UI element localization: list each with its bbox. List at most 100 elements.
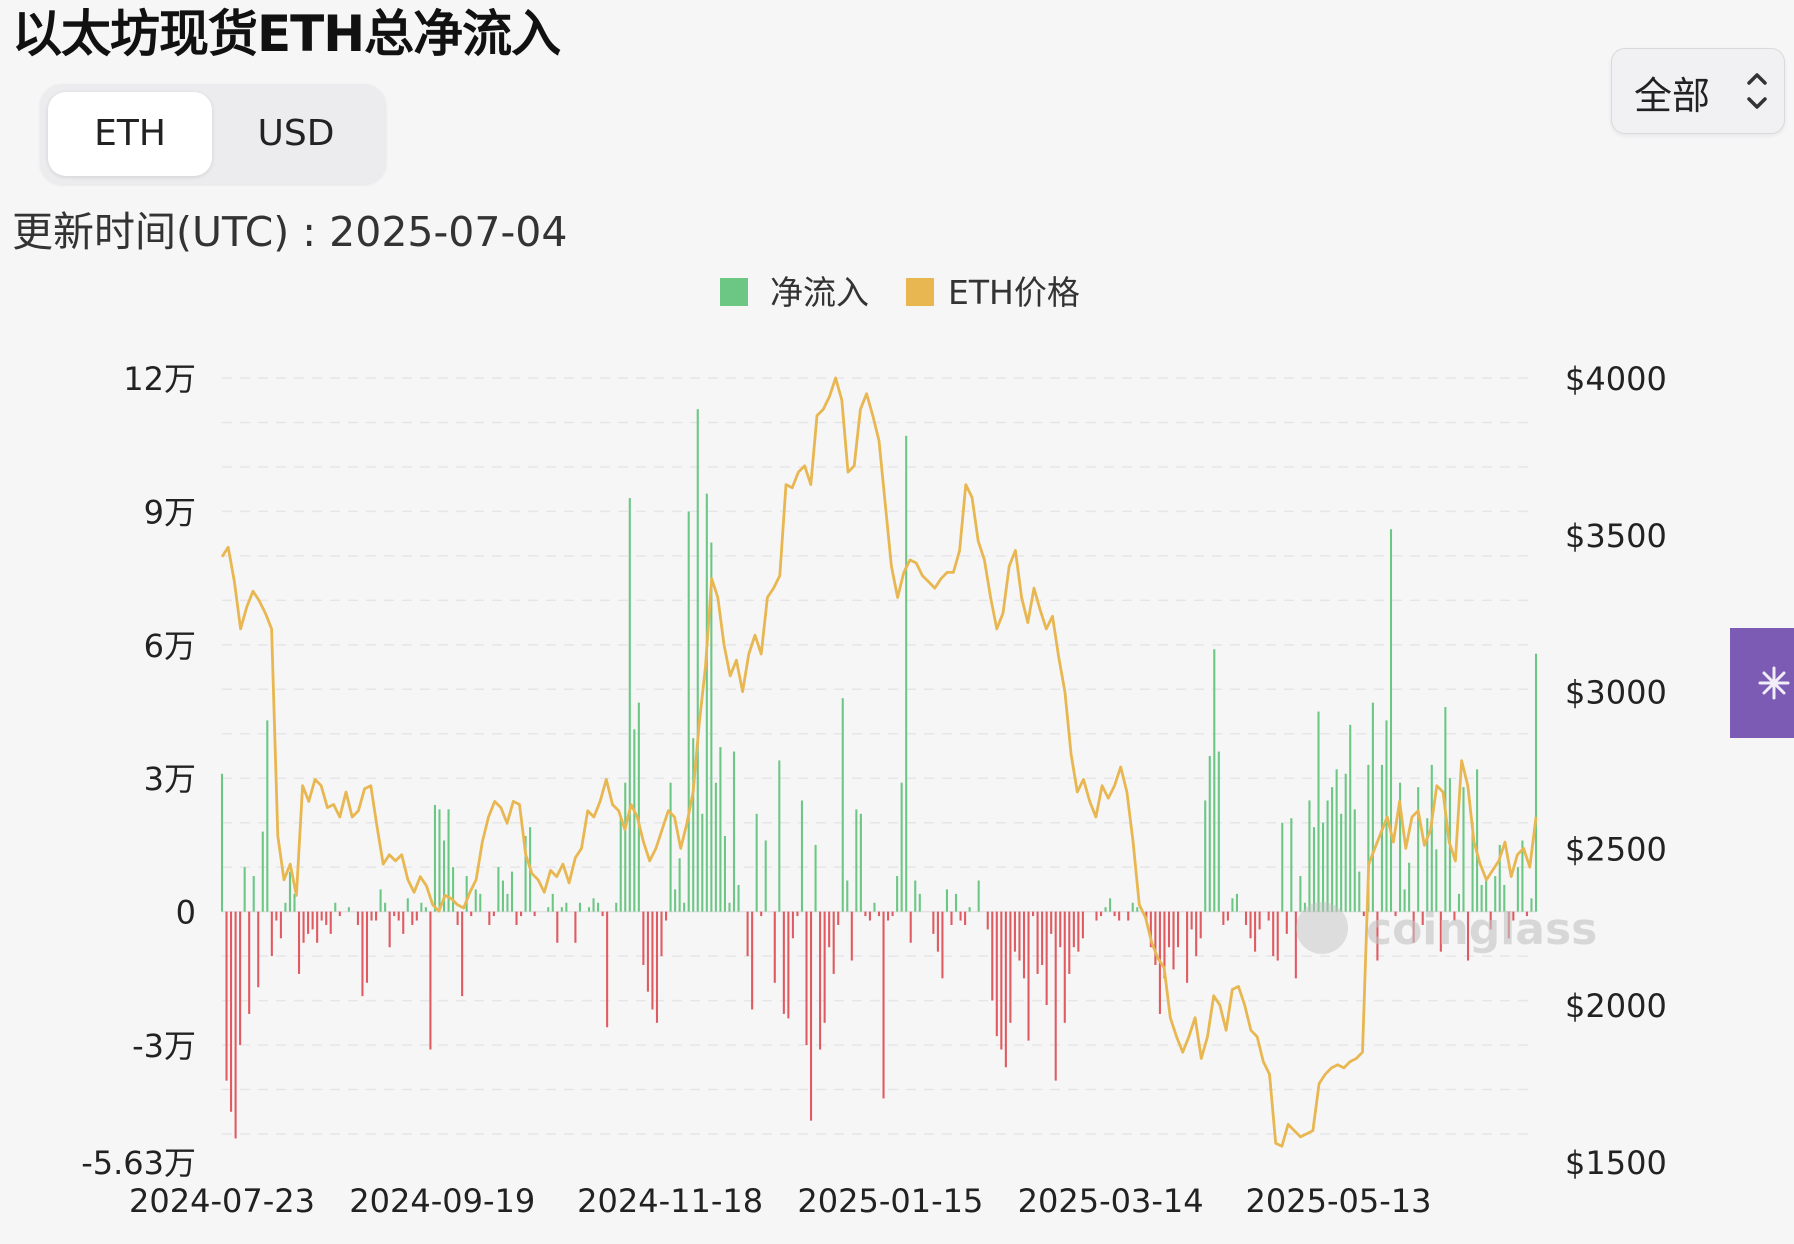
y-left-tick-label: -5.63万 [81,1144,196,1182]
inflow-bar [384,902,387,912]
inflow-bar [375,911,378,921]
side-float-button[interactable] [1730,628,1794,738]
inflow-bar [615,902,618,912]
inflow-bar [325,911,328,925]
inflow-bar [261,831,264,912]
inflow-bar [1435,849,1438,912]
inflow-bar [1195,911,1198,957]
inflow-bar [918,893,921,912]
inflow-bar [1190,911,1193,930]
range-select-value: 全部 [1634,74,1711,118]
inflow-bar [438,809,441,912]
inflow-bar [705,493,708,912]
inflow-bar [447,809,450,912]
inflow-bar [1512,911,1515,921]
x-tick-label: 2024-09-19 [349,1182,535,1220]
legend-label-price[interactable]: ETH价格 [948,273,1080,312]
inflow-bar [1254,911,1257,952]
inflow-bar [1036,911,1039,974]
inflow-bar [311,911,314,930]
inflow-bar [1276,911,1279,961]
inflow-bar [1312,827,1316,912]
inflow-bar [1249,911,1252,939]
inflow-bar [284,902,287,912]
inflow-bar [275,911,278,921]
x-tick-label: 2025-03-14 [1018,1182,1204,1220]
inflow-bar [1258,911,1261,930]
y-left-tick-label: 3万 [144,760,196,798]
legend-swatch-price [906,278,934,306]
y-left-tick-label: 12万 [123,360,196,398]
inflow-bar [905,435,908,912]
x-tick-label: 2024-07-23 [129,1182,315,1220]
inflow-bar [1118,911,1121,921]
inflow-bar [334,902,337,912]
inflow-bar [510,871,514,912]
y-left-tick-label: 9万 [144,493,196,531]
legend-label-inflow[interactable]: 净流入 [770,273,869,312]
inflow-bar [1521,840,1524,912]
inflow-bar [515,911,518,925]
inflow-bar [1285,911,1288,934]
unit-toggle-usd[interactable]: USD [257,113,335,154]
inflow-bar [587,907,591,912]
inflow-bar [1408,862,1411,912]
inflow-bar [1186,911,1189,983]
inflow-bar [1476,769,1479,912]
inflow-bar [755,813,758,912]
inflow-bar [1204,800,1207,912]
inflow-bar [1172,911,1175,970]
inflow-bar [1303,902,1306,912]
inflow-bar [1340,813,1343,912]
inflow-bar [266,720,269,912]
inflow-bar [1009,911,1012,1023]
inflow-bar [397,911,400,921]
inflow-bar [1109,898,1112,912]
inflow-bar [1344,773,1347,912]
inflow-bar [1471,822,1474,912]
inflow-bar [1326,800,1329,912]
inflow-bar [1022,911,1026,979]
inflow-bar [1394,911,1397,917]
inflow-bar [800,800,804,912]
inflow-bar [356,911,359,925]
inflow-bar [669,782,672,912]
inflow-bar [728,902,731,912]
inflow-bar [1013,911,1016,952]
unit-toggle-eth[interactable]: ETH [48,92,212,176]
inflow-bar [329,911,332,934]
page-title: 以太坊现货ETH总净流入 [12,5,561,63]
inflow-bar [1353,809,1356,912]
inflow-bar [288,871,292,912]
inflow-bar [338,911,341,917]
inflow-bar [778,760,781,912]
y-left-tick-label: 0 [176,894,196,932]
inflow-bar [1485,880,1488,912]
inflow-bar [832,911,835,974]
inflow-bar [1507,911,1510,939]
inflow-bar [270,911,273,957]
inflow-bar [293,893,296,912]
inflow-bar [1217,751,1220,912]
inflow-bar [1000,911,1003,1050]
inflow-bar [859,813,862,912]
inflow-bar [954,893,958,912]
inflow-bar [1367,764,1370,912]
inflow-bar [370,911,373,921]
inflow-bar [479,893,482,912]
inflow-bar [1389,529,1393,912]
inflow-bar [1335,769,1338,912]
range-select[interactable]: 全部 [1611,48,1785,134]
inflow-bar [1421,911,1424,925]
inflow-bar [239,911,242,1046]
inflow-bar [1534,653,1538,912]
inflow-bar [420,902,423,912]
inflow-bar [1453,911,1456,921]
inflow-bar [646,911,649,992]
inflow-bar [470,911,473,917]
inflow-bar [678,858,681,912]
inflow-bar [597,902,600,912]
inflow-bar [1399,782,1402,912]
inflow-bar [1054,911,1057,1081]
